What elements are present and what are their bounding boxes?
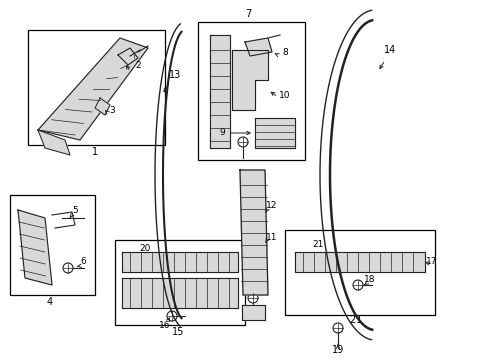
Bar bbox=[285, 230, 434, 315]
Text: 9: 9 bbox=[219, 127, 224, 136]
Text: 2: 2 bbox=[135, 60, 141, 69]
Text: 19: 19 bbox=[331, 345, 344, 355]
Polygon shape bbox=[18, 210, 52, 285]
Bar bbox=[28, 30, 164, 145]
Polygon shape bbox=[244, 38, 271, 56]
Polygon shape bbox=[231, 50, 267, 110]
Text: 12: 12 bbox=[266, 201, 277, 210]
Text: 20: 20 bbox=[139, 243, 150, 252]
Text: 10: 10 bbox=[279, 90, 290, 99]
Bar bbox=[10, 195, 95, 295]
Text: 4: 4 bbox=[47, 297, 53, 307]
Text: 17: 17 bbox=[426, 257, 437, 266]
Bar bbox=[198, 22, 305, 160]
Polygon shape bbox=[294, 252, 424, 272]
Polygon shape bbox=[122, 278, 238, 308]
Polygon shape bbox=[254, 118, 294, 148]
Text: 6: 6 bbox=[80, 257, 86, 266]
Polygon shape bbox=[240, 170, 267, 295]
Text: 15: 15 bbox=[171, 327, 184, 337]
Text: 16: 16 bbox=[159, 320, 170, 329]
Text: 11: 11 bbox=[265, 233, 277, 242]
Text: 5: 5 bbox=[72, 206, 78, 215]
Text: 3: 3 bbox=[109, 105, 115, 114]
Text: 13: 13 bbox=[168, 70, 181, 80]
Text: 1: 1 bbox=[92, 147, 98, 157]
Text: 7: 7 bbox=[244, 9, 251, 19]
Polygon shape bbox=[38, 38, 148, 140]
Text: 8: 8 bbox=[282, 48, 287, 57]
Polygon shape bbox=[38, 130, 70, 155]
Bar bbox=[115, 240, 244, 325]
Polygon shape bbox=[122, 252, 238, 272]
Text: 14: 14 bbox=[383, 45, 395, 55]
Polygon shape bbox=[95, 98, 110, 115]
Text: 18: 18 bbox=[364, 275, 375, 284]
Polygon shape bbox=[209, 35, 229, 148]
Text: 21: 21 bbox=[312, 239, 323, 248]
Polygon shape bbox=[242, 305, 264, 320]
Text: 21: 21 bbox=[349, 315, 365, 325]
